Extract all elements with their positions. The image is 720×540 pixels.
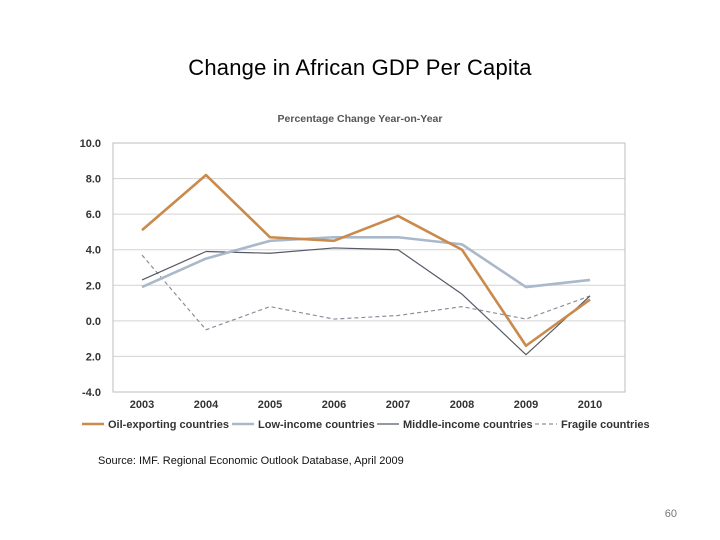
gridlines [113,142,625,393]
series-line-fragile-countries [141,254,591,331]
y-tick-label: 0.0 [86,316,101,328]
plot-frame [112,142,626,393]
legend-label: Fragile countries [561,419,650,431]
y-tick-label: 2.0 [86,280,101,292]
x-axis-ticks: 2003 2004 2005 2006 2007 2008 2009 2010 [130,399,602,411]
y-tick-label: -4.0 [82,387,101,399]
y-tick-label: 6.0 [86,209,101,221]
x-tick-label: 2003 [130,399,154,411]
y-tick-label: 10.0 [80,138,101,150]
x-tick-label: 2008 [450,399,474,411]
legend-label: Low-income countries [258,419,375,431]
x-tick-label: 2009 [514,399,538,411]
page-number: 60 [664,508,677,520]
series-line-middle-income-countries [141,247,591,356]
slide-title: Change in African GDP Per Capita [188,55,532,80]
chart-subtitle: Percentage Change Year-on-Year [278,113,443,125]
x-tick-label: 2004 [194,399,219,411]
x-tick-label: 2006 [322,399,346,411]
legend-label: Oil-exporting countries [108,419,229,431]
x-tick-label: 2007 [386,399,410,411]
series-line-low-income-countries [141,235,591,289]
source-note: Source: IMF. Regional Economic Outlook D… [98,455,404,467]
x-tick-label: 2010 [578,399,602,411]
legend: Oil-exporting countries Low-income countr… [82,419,650,431]
series-line-oil-exporting-countries [141,173,591,348]
y-tick-label: 2.0 [86,351,101,363]
legend-label: Middle-income countries [403,419,533,431]
x-tick-label: 2005 [258,399,282,411]
y-tick-label: 8.0 [86,174,101,186]
y-tick-label: 4.0 [86,245,101,257]
y-axis-ticks: 10.0 8.0 6.0 4.0 2.0 0.0 2.0 -4.0 [80,138,101,399]
series-lines [141,173,591,356]
